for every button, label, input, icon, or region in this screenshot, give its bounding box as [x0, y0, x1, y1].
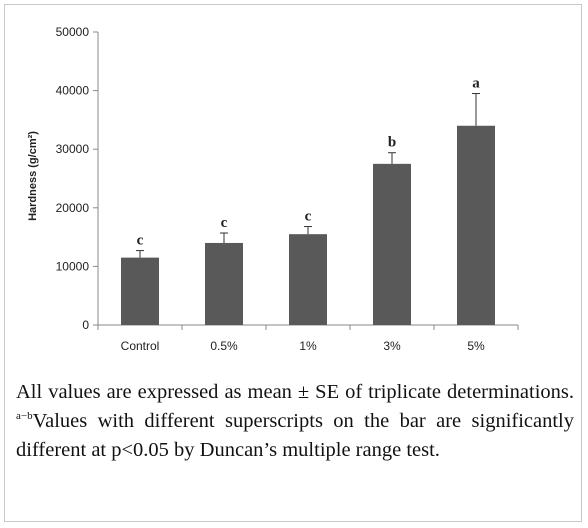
bar: [121, 257, 159, 325]
significance-label: c: [305, 209, 312, 225]
figure-caption: All values are expressed as mean ± SE of…: [16, 378, 574, 465]
significance-label: a: [472, 76, 480, 92]
x-tick-label: Control: [121, 339, 160, 353]
y-tick-label: 10000: [56, 259, 90, 273]
bar: [289, 234, 327, 325]
bar: [205, 242, 243, 325]
y-tick-label: 0: [82, 318, 89, 332]
bars: c c c b a: [121, 76, 495, 325]
y-tick-label: 50000: [56, 25, 90, 39]
bar: [457, 125, 495, 325]
caption-text-part2: Values with different superscripts on th…: [16, 410, 574, 461]
y-tick-label: 40000: [56, 84, 90, 98]
x-tick-label: 5%: [467, 339, 485, 353]
y-axis-label: Hardness (g/cm²): [27, 131, 39, 221]
significance-label: c: [137, 233, 144, 249]
caption-text-part1: All values are expressed as mean ± SE of…: [16, 381, 574, 403]
x-tick-label: 0.5%: [210, 339, 238, 353]
x-axis: Control 0.5% 1% 3% 5%: [97, 324, 519, 353]
y-axis: 0 10000 20000 30000 40000 50000: [56, 25, 99, 332]
x-tick-label: 3%: [383, 339, 401, 353]
significance-label: b: [388, 135, 396, 151]
caption-superscript: a−b: [16, 410, 33, 422]
bar: [373, 163, 411, 325]
bar-chart: 0 10000 20000 30000 40000 50000 Control 0.5% 1%…: [27, 25, 519, 353]
y-tick-label: 20000: [56, 201, 90, 215]
significance-label: c: [221, 215, 228, 231]
x-tick-label: 1%: [299, 339, 317, 353]
y-tick-label: 30000: [56, 142, 90, 156]
